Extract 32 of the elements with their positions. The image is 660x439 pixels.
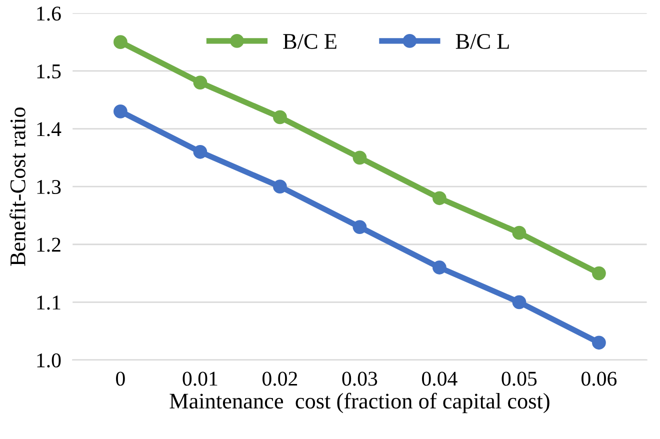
point (114, 35, 128, 50)
point (592, 336, 606, 350)
y-tick-label: 1.3 (37, 180, 61, 194)
y-tick-label: 1.4 (37, 122, 62, 136)
x-axis-title: Maintenance cost (fraction of capital cost) (170, 392, 550, 414)
x-tick-label: 0.04 (422, 372, 458, 386)
point (193, 144, 208, 159)
point (114, 104, 128, 118)
legend-label: B/C L (456, 34, 509, 49)
point (352, 150, 367, 165)
x-tick-label: 0 (116, 372, 125, 386)
x-tick-label: 0.03 (342, 372, 378, 386)
x-tick-label: 0.01 (182, 372, 218, 386)
x-tick-label: 0.02 (262, 372, 298, 386)
point (273, 180, 287, 194)
point (273, 110, 287, 124)
point (512, 295, 526, 310)
point (352, 220, 367, 234)
y-tick-label: 1.6 (37, 6, 61, 21)
y-tick-label: 1.5 (37, 64, 61, 78)
y-axis-title: Benefit-Cost ratio (10, 108, 26, 266)
y-tick-label: 1.1 (37, 296, 60, 310)
point (432, 191, 446, 206)
point (193, 76, 208, 90)
point (432, 260, 446, 274)
legend-label: B/C E (283, 34, 336, 49)
y-tick-label: 1.2 (37, 238, 60, 252)
point (512, 226, 526, 240)
x-tick-label: 0.06 (582, 372, 617, 386)
point (592, 266, 606, 280)
x-tick-label: 0.05 (502, 372, 537, 386)
y-tick-label: 1.0 (37, 353, 61, 368)
